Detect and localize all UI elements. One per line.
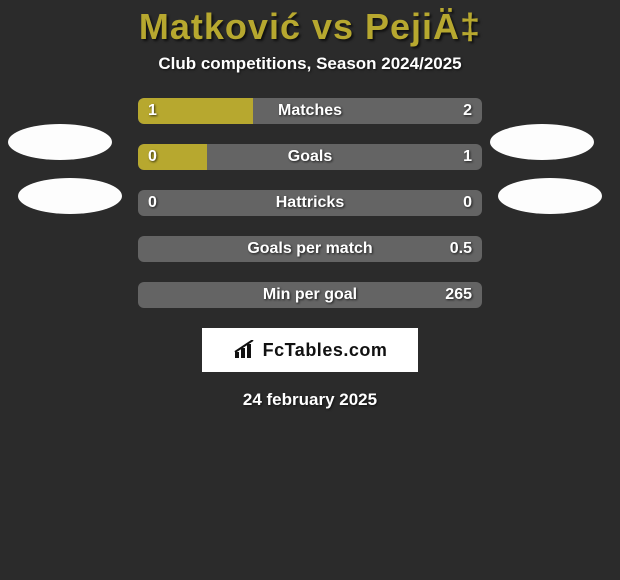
subtitle: Club competitions, Season 2024/2025 [0,54,620,74]
player-left-avatar [8,124,112,160]
page-title: Matković vs PejiÄ‡ [0,6,620,48]
stat-label: Goals per match [138,236,482,262]
stat-right-value: 1 [463,144,472,170]
stat-row: 0Hattricks0 [138,190,482,216]
stat-right-value: 265 [445,282,472,308]
source-logo-text: FcTables.com [263,340,388,361]
stat-row: 0Goals1 [138,144,482,170]
stat-right-value: 2 [463,98,472,124]
stat-bars: 1Matches20Goals10Hattricks0Goals per mat… [138,98,482,308]
generation-date: 24 february 2025 [0,390,620,410]
stat-row: 1Matches2 [138,98,482,124]
stat-right-value: 0.5 [450,236,472,262]
stat-right-value: 0 [463,190,472,216]
stat-row: Goals per match0.5 [138,236,482,262]
stat-row: Min per goal265 [138,282,482,308]
bar-chart-icon [233,340,257,360]
team-right-avatar [498,178,602,214]
team-left-avatar [18,178,122,214]
stat-label: Goals [138,144,482,170]
player-right-avatar [490,124,594,160]
comparison-infographic: Matković vs PejiÄ‡ Club competitions, Se… [0,6,620,410]
source-logo: FcTables.com [202,328,418,372]
stat-label: Min per goal [138,282,482,308]
stat-label: Hattricks [138,190,482,216]
stat-label: Matches [138,98,482,124]
